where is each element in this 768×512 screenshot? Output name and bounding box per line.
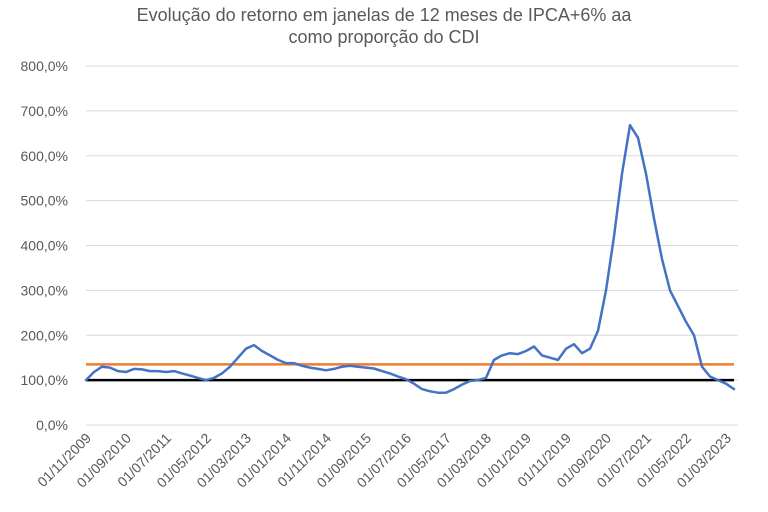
- reference-lines: [86, 363, 734, 382]
- y-tick-label: 700,0%: [21, 103, 68, 119]
- y-tick-label: 400,0%: [21, 238, 68, 254]
- y-tick-label: 300,0%: [21, 282, 68, 298]
- chart-title: Evolução do retorno em janelas de 12 mes…: [0, 4, 768, 48]
- series-line: [84, 123, 736, 394]
- series-group: [84, 123, 736, 394]
- y-tick-label: 100,0%: [21, 372, 68, 388]
- x-axis-ticks: 01/11/200901/09/201001/07/201101/05/2012…: [34, 430, 734, 491]
- chart-title-line-1: Evolução do retorno em janelas de 12 mes…: [136, 5, 632, 25]
- y-tick-label: 800,0%: [21, 58, 68, 74]
- y-tick-label: 500,0%: [21, 193, 68, 209]
- y-tick-label: 200,0%: [21, 327, 68, 343]
- chart-title-line-2: como proporção do CDI: [288, 27, 480, 47]
- gridlines: [86, 65, 738, 426]
- y-tick-label: 0,0%: [36, 417, 68, 433]
- y-axis-ticks: 0,0% 100,0% 200,0% 300,0% 400,0% 500,0% 600,0%…: [21, 58, 68, 433]
- y-tick-label: 600,0%: [21, 148, 68, 164]
